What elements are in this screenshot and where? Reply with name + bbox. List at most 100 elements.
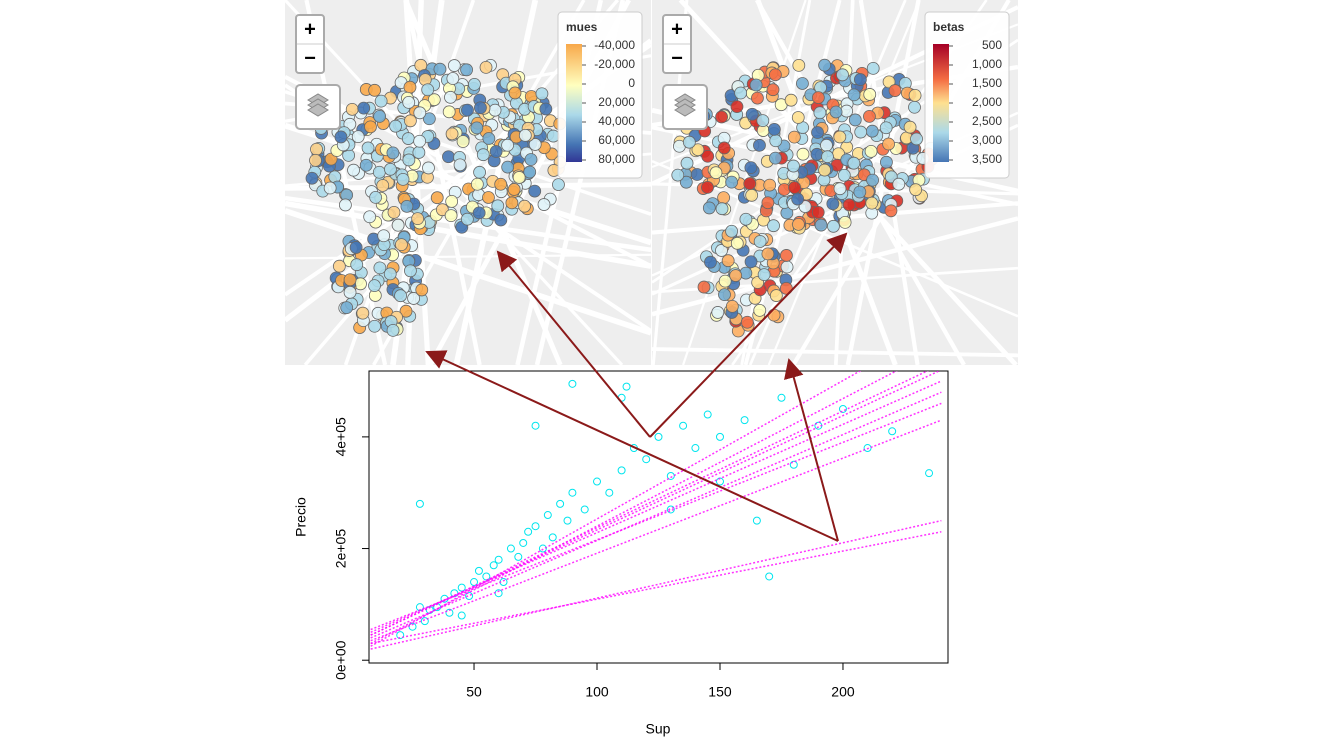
- legend-label: 20,000: [598, 95, 635, 109]
- point: [888, 427, 897, 436]
- map-road: [652, 216, 1018, 317]
- x-tick-label: 50: [466, 684, 482, 700]
- map-marker: [848, 113, 862, 127]
- layers-icon: [674, 103, 696, 117]
- zoom-out[interactable]: −: [304, 47, 316, 69]
- map-marker: [407, 292, 421, 305]
- legend-label: 80,000: [598, 152, 635, 166]
- map-marker: [489, 145, 503, 158]
- fit-line: [370, 380, 942, 633]
- map-marker: [721, 254, 735, 268]
- map-marker: [680, 156, 694, 170]
- map-marker: [376, 179, 390, 192]
- map-marker: [734, 86, 748, 100]
- legend-label: 3,000: [972, 133, 1002, 147]
- map-marker: [508, 86, 522, 100]
- map-marker: [359, 158, 373, 172]
- map-marker: [743, 177, 757, 191]
- x-tick-label: 200: [831, 684, 855, 700]
- arrow: [496, 250, 651, 438]
- map-marker: [745, 107, 759, 121]
- zoom-in[interactable]: +: [671, 18, 683, 40]
- map-controls: + − mues -40,000 -20,000 0 20,000 40,000 60,000 8…: [295, 11, 1010, 179]
- map-marker: [501, 138, 514, 152]
- map-marker: [910, 132, 923, 146]
- legend-label: 3,500: [972, 152, 1002, 166]
- arrow: [649, 232, 848, 438]
- map-marker: [442, 150, 455, 164]
- map-marker: [482, 191, 495, 204]
- map-marker: [833, 130, 847, 144]
- map-marker: [691, 143, 705, 157]
- map-marker: [811, 91, 825, 104]
- map-marker: [305, 171, 319, 185]
- map-marker: [810, 147, 824, 161]
- map-marker: [386, 323, 400, 337]
- point: [556, 499, 565, 508]
- map-marker: [718, 274, 732, 288]
- point: [396, 631, 405, 640]
- point: [457, 583, 466, 592]
- map-marker: [422, 112, 436, 126]
- zoom-in[interactable]: +: [304, 18, 316, 40]
- map-marker: [909, 183, 923, 197]
- map-marker: [820, 138, 833, 152]
- map-marker: [769, 134, 783, 148]
- map-marker: [427, 93, 441, 107]
- map-marker: [470, 121, 484, 135]
- fit-line: [370, 519, 942, 650]
- map-marker: [507, 183, 521, 196]
- map-marker: [361, 141, 375, 155]
- point: [925, 469, 934, 478]
- map-marker: [740, 315, 754, 329]
- map-marker: [826, 197, 840, 211]
- map-marker: [709, 166, 723, 180]
- point: [568, 488, 577, 497]
- map-marker: [476, 148, 490, 162]
- zoom-out[interactable]: −: [671, 47, 683, 69]
- map-marker: [865, 196, 879, 210]
- legend-gradient: [933, 44, 949, 162]
- point: [489, 561, 498, 570]
- fit-line: [370, 531, 942, 645]
- map-marker: [882, 137, 895, 151]
- map-marker: [827, 219, 840, 233]
- legend-label: 2,000: [972, 95, 1002, 109]
- point: [465, 592, 474, 601]
- map-marker: [468, 77, 481, 91]
- map-marker: [374, 94, 388, 108]
- map-marker: [399, 304, 413, 318]
- map-marker: [792, 217, 805, 231]
- map-marker: [749, 78, 763, 92]
- map-marker: [528, 138, 542, 151]
- map-marker: [853, 185, 867, 199]
- x-tick-label: 150: [708, 684, 732, 700]
- map-marker: [679, 175, 693, 189]
- point: [593, 477, 602, 486]
- fit-line: [370, 402, 942, 631]
- point: [519, 538, 528, 547]
- point: [703, 410, 712, 419]
- map-marker: [402, 153, 416, 167]
- map-marker: [334, 130, 348, 144]
- y-tick-label: 0e+00: [333, 640, 349, 680]
- map-marker: [323, 181, 337, 195]
- map-marker: [349, 241, 363, 254]
- map-marker: [697, 280, 711, 294]
- map-marker: [842, 198, 856, 212]
- legend-label: -20,000: [594, 57, 635, 71]
- map-marker: [518, 199, 531, 213]
- map-marker: [888, 84, 902, 97]
- map-marker: [415, 283, 429, 297]
- map-marker: [364, 120, 377, 134]
- map-marker: [854, 125, 868, 139]
- map-marker: [671, 168, 685, 182]
- x-axis-label: Sup: [646, 721, 671, 737]
- map-marker: [368, 83, 382, 97]
- map-marker: [552, 178, 565, 192]
- point: [789, 460, 798, 469]
- map-marker: [389, 119, 402, 133]
- fit-line: [370, 391, 942, 639]
- map-marker: [769, 151, 782, 165]
- map-marker: [744, 161, 758, 175]
